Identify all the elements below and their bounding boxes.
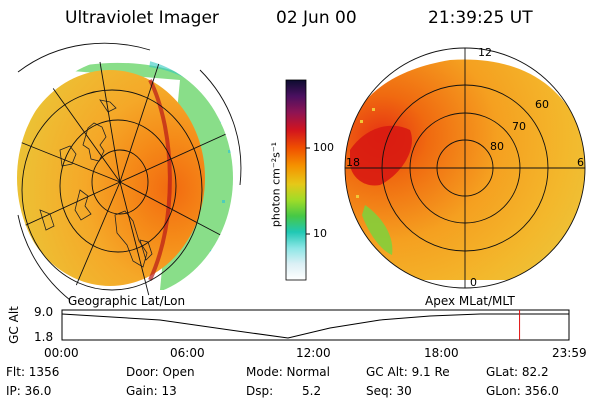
gain-value: Gain: 13 [126, 384, 177, 398]
imager-title: Ultraviolet Imager [65, 8, 219, 28]
colorbar-label: photon cm⁻²s⁻¹ [269, 141, 283, 228]
alt-xtick-0: 00:00 [44, 346, 79, 360]
colorbar [285, 79, 310, 281]
mlt-label-12: 12 [478, 46, 492, 59]
alt-xtick-1: 06:00 [170, 346, 205, 360]
altitude-plot [61, 309, 570, 341]
mlat-label-80: 80 [490, 140, 504, 153]
colorbar-tick-10: 10 [313, 227, 327, 240]
polar-image [344, 47, 586, 289]
alt-xtick-2: 12:00 [296, 346, 331, 360]
sequence-number: Seq: 30 [366, 384, 412, 398]
gc-altitude: GC Alt: 9.1 Re [366, 365, 450, 379]
door-status: Door: Open [126, 365, 195, 379]
left-panel-caption: Geographic Lat/Lon [68, 294, 186, 308]
mlat-label-70: 70 [512, 120, 526, 133]
geographic-longitude: GLon: 356.0 [486, 384, 559, 398]
alt-ymax: 9.0 [34, 305, 54, 319]
geographic-latitude: GLat: 82.2 [486, 365, 549, 379]
dsp-label: Dsp: [246, 384, 274, 398]
right-panel-caption: Apex MLat/MLT [425, 294, 515, 308]
flight-number: Flt: 1356 [6, 365, 60, 379]
geographic-image [17, 42, 242, 301]
alt-xtick-3: 18:00 [424, 346, 459, 360]
image-time: 21:39:25 UT [428, 8, 533, 28]
alt-ymin: 1.8 [34, 330, 54, 344]
mlt-label-6: 6 [577, 156, 584, 169]
mlat-label-60: 60 [535, 98, 549, 111]
ip-value: IP: 36.0 [6, 384, 52, 398]
mlt-label-18: 18 [346, 156, 360, 169]
colorbar-tick-100: 100 [313, 141, 334, 154]
alt-ylabel: GC Alt [7, 306, 21, 344]
image-date: 02 Jun 00 [276, 8, 357, 28]
mlt-label-0: 0 [470, 276, 477, 289]
dsp-value: 5.2 [302, 384, 322, 398]
mode-status: Mode: Normal [246, 365, 330, 379]
alt-xtick-4: 23:59 [552, 346, 587, 360]
